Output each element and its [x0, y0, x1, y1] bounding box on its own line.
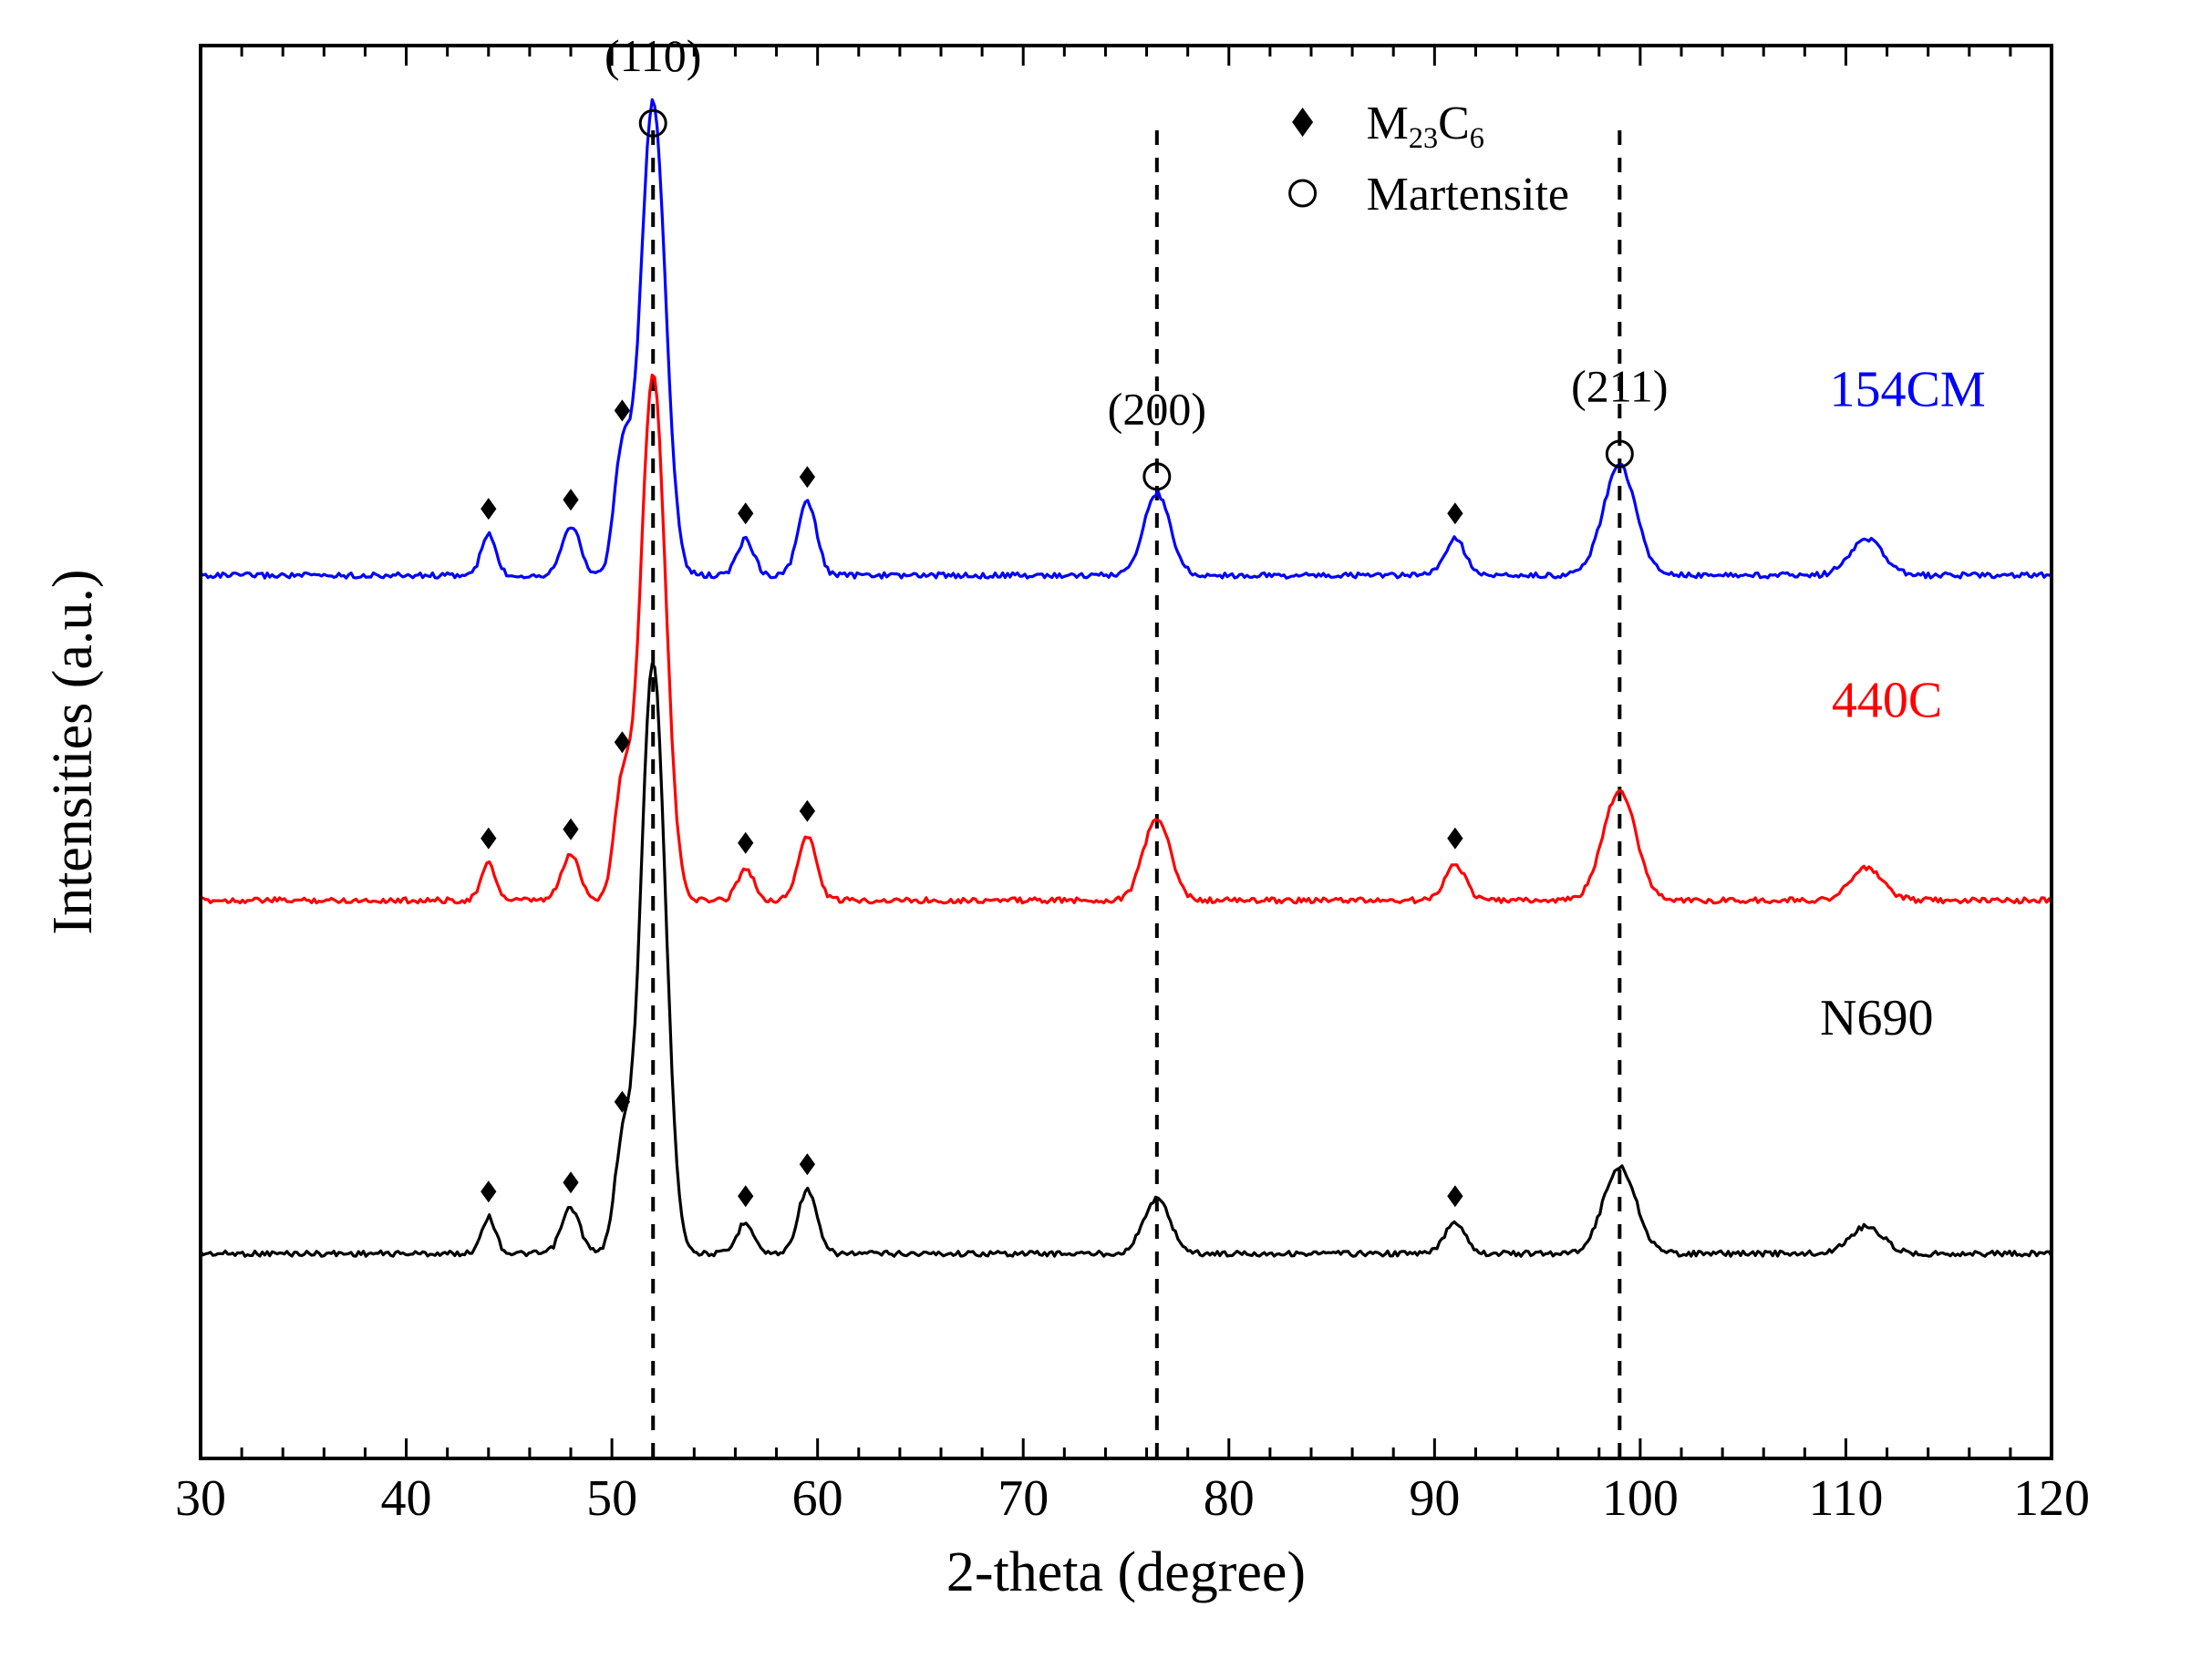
xrd-chart: N690440C154CM(110)(200)(211)304050607080… [0, 0, 2212, 1669]
x-tick-label: 30 [175, 1470, 226, 1527]
series-label-N690: N690 [1820, 990, 1933, 1046]
x-tick-label: 40 [381, 1470, 432, 1527]
x-tick-label: 90 [1409, 1470, 1460, 1527]
x-axis-label: 2-theta (degree) [946, 1541, 1306, 1603]
series-label-154CM: 154CM [1830, 361, 1986, 417]
x-tick-label: 100 [1602, 1470, 1679, 1527]
x-tick-label: 120 [2013, 1470, 2090, 1527]
series-label-440C: 440C [1832, 672, 1942, 728]
y-axis-label: Intensities (a.u.) [42, 569, 104, 934]
hkl-label: (211) [1571, 361, 1668, 412]
x-tick-label: 80 [1204, 1470, 1255, 1527]
x-tick-label: 110 [1808, 1470, 1883, 1527]
x-tick-label: 70 [997, 1470, 1049, 1527]
legend-label: Martensite [1367, 169, 1569, 221]
x-tick-label: 50 [586, 1470, 637, 1527]
chart-svg: N690440C154CM(110)(200)(211)304050607080… [0, 0, 2212, 1669]
hkl-label: (200) [1108, 383, 1206, 434]
x-tick-label: 60 [792, 1470, 843, 1527]
